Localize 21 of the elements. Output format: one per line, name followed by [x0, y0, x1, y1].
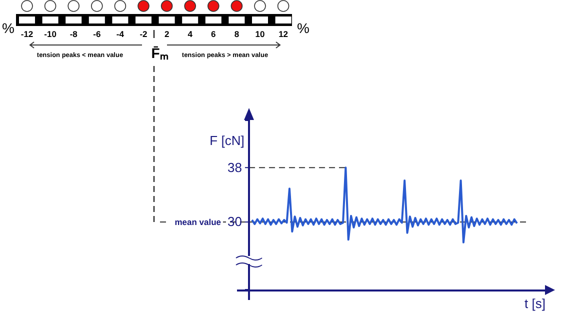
y-tick-label: 30: [228, 214, 242, 230]
text: F̄ₘ: [151, 45, 169, 61]
category-label: 4: [188, 29, 193, 40]
category-label: 2: [164, 29, 170, 40]
text: %: [297, 20, 310, 36]
ref-line-label: mean value: [174, 217, 222, 227]
category-label: -10: [44, 29, 57, 40]
y-tick-label: 38: [228, 160, 242, 175]
category-label: -12: [20, 29, 34, 40]
line-series: [251, 166, 518, 244]
category-label: 12: [278, 29, 288, 40]
category-label: 8: [234, 29, 240, 40]
category-label: 10: [255, 29, 265, 40]
category-label: -4: [116, 29, 124, 40]
category-label: -2: [140, 29, 148, 40]
y-axis-title: F [cN]: [210, 133, 244, 148]
category-label: -6: [93, 29, 101, 40]
x-axis-title: t [s]: [524, 296, 546, 311]
category-label: -8: [70, 29, 78, 40]
category-label: 6: [211, 29, 216, 40]
text: %: [2, 20, 14, 36]
